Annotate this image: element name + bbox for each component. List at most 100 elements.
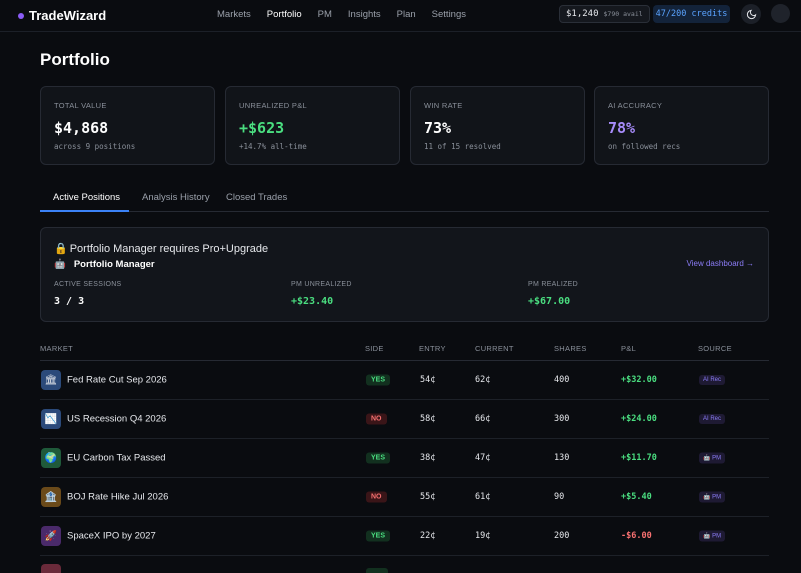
stat-card-unrealized-pnl: UNREALIZED P&L +$623 +14.7% all-time xyxy=(225,86,400,165)
nav-link-settings[interactable]: Settings xyxy=(431,9,466,20)
pm-stat-label: PM REALIZED xyxy=(528,281,578,288)
current-price: 47¢ xyxy=(475,453,491,463)
pm-stat-value: +$23.40 xyxy=(291,296,334,307)
stat-value: 73% xyxy=(424,119,452,137)
stat-value: +$623 xyxy=(239,119,285,137)
side-badge xyxy=(366,568,388,573)
moon-icon xyxy=(746,9,756,19)
table-row[interactable]: 🏛 Fed Rate Cut Sep 2026 YES 54¢ 62¢ 400 … xyxy=(40,361,769,400)
pm-stat-label: ACTIVE SESSIONS xyxy=(54,281,122,288)
stat-card-total-value: TOTAL VALUE $4,868 across 9 positions xyxy=(40,86,215,165)
theme-toggle-button[interactable] xyxy=(741,4,761,24)
col-pnl[interactable]: P&L xyxy=(621,344,637,353)
logo[interactable]: TradeWizard xyxy=(18,8,106,23)
col-side[interactable]: SIDE xyxy=(365,344,384,353)
table-row[interactable]: 🚀 SpaceX IPO by 2027 YES 22¢ 19¢ 200 -$6… xyxy=(40,517,769,556)
avatar[interactable] xyxy=(771,4,790,23)
current-price: 61¢ xyxy=(475,492,491,502)
market-name[interactable]: SpaceX IPO by 2027 xyxy=(67,530,156,542)
side-badge: NO xyxy=(366,491,387,503)
balance-available: $790 avail xyxy=(603,10,643,18)
stat-sub: on followed recs xyxy=(608,142,681,151)
balance-badge[interactable]: $1,240 $790 avail xyxy=(559,5,650,23)
pm-stat-label: PM UNREALIZED xyxy=(291,281,352,288)
pm-stat-value: 3 / 3 xyxy=(54,296,85,307)
source-badge: 🤖 PM xyxy=(699,530,726,542)
portfolio-manager-panel: 🔒 Portfolio Manager requires Pro+Upgrade… xyxy=(40,227,769,322)
tab-bar: Active Positions Analysis History Closed… xyxy=(40,188,769,212)
nav-link-pm[interactable]: PM xyxy=(317,9,332,20)
col-entry[interactable]: ENTRY xyxy=(419,344,446,353)
credits-badge[interactable]: 47/200 credits xyxy=(653,5,730,23)
stat-value: $4,868 xyxy=(54,119,109,137)
balance-value: $1,240 xyxy=(566,9,599,19)
nav-link-portfolio[interactable]: Portfolio xyxy=(266,9,302,20)
col-current[interactable]: CURRENT xyxy=(475,344,514,353)
side-badge: YES xyxy=(366,530,391,542)
pnl-value: +$5.40 xyxy=(621,492,652,502)
bank-building-icon: 🏦 xyxy=(41,487,61,507)
bank-icon: 🏛 xyxy=(41,370,61,390)
stat-sub: 11 of 15 resolved xyxy=(424,142,501,151)
table-row[interactable]: 🏦 BOJ Rate Hike Jul 2026 NO 55¢ 61¢ 90 +… xyxy=(40,478,769,517)
nav-link-insights[interactable]: Insights xyxy=(347,9,381,20)
stat-label: TOTAL VALUE xyxy=(54,101,107,110)
entry-price: 54¢ xyxy=(420,375,436,385)
col-market[interactable]: MARKET xyxy=(40,344,74,353)
stat-card-win-rate: WIN RATE 73% 11 of 15 resolved xyxy=(410,86,585,165)
stat-label: UNREALIZED P&L xyxy=(239,101,307,110)
source-badge: AI Rec xyxy=(699,375,726,385)
col-source[interactable]: SOURCE xyxy=(698,344,732,353)
shares: 300 xyxy=(554,414,570,424)
stat-sub: across 9 positions xyxy=(54,142,136,151)
source-badge: 🤖 PM xyxy=(699,491,726,503)
tab-active-positions[interactable]: Active Positions xyxy=(53,192,121,203)
stat-label: AI ACCURACY xyxy=(608,101,663,110)
pm-title: 🤖 Portfolio Manager xyxy=(54,259,155,270)
market-icon xyxy=(41,564,61,573)
source-badge: AI Rec xyxy=(699,414,726,424)
active-tab-indicator xyxy=(40,210,129,212)
shares: 90 xyxy=(554,492,565,502)
pm-title-text: Portfolio Manager xyxy=(73,259,155,270)
entry-price: 38¢ xyxy=(420,453,436,463)
current-price: 62¢ xyxy=(475,375,491,385)
side-badge: NO xyxy=(366,413,387,425)
nav-link-plan[interactable]: Plan xyxy=(396,9,416,20)
top-nav: TradeWizard Markets Portfolio PM Insight… xyxy=(0,0,801,32)
shares: 130 xyxy=(554,453,570,463)
market-name[interactable]: EU Carbon Tax Passed xyxy=(67,452,166,464)
stat-sub: +14.7% all-time xyxy=(239,142,307,151)
side-badge: YES xyxy=(366,374,391,386)
rocket-icon: 🚀 xyxy=(41,526,61,546)
stat-label: WIN RATE xyxy=(424,101,463,110)
market-name[interactable]: Fed Rate Cut Sep 2026 xyxy=(67,374,167,386)
table-row[interactable] xyxy=(40,556,769,573)
pm-upgrade-text: Portfolio Manager requires Pro+Upgrade xyxy=(69,242,269,255)
nav-links: Markets Portfolio PM Insights Plan Setti… xyxy=(217,9,482,20)
market-name[interactable]: BOJ Rate Hike Jul 2026 xyxy=(67,491,169,503)
entry-price: 58¢ xyxy=(420,414,436,424)
logo-dot-icon xyxy=(18,12,24,19)
nav-link-markets[interactable]: Markets xyxy=(217,9,251,20)
tab-closed-trades[interactable]: Closed Trades xyxy=(226,192,288,203)
source-badge: 🤖 PM xyxy=(699,452,726,464)
tab-analysis-history[interactable]: Analysis History xyxy=(142,192,210,203)
lock-icon: 🔒 xyxy=(54,243,68,255)
pnl-value: +$11.70 xyxy=(621,453,657,463)
table-row[interactable]: 📉 US Recession Q4 2026 NO 58¢ 66¢ 300 +$… xyxy=(40,400,769,439)
pm-upgrade-notice[interactable]: 🔒 Portfolio Manager requires Pro+Upgrade xyxy=(54,242,269,256)
globe-icon: 🌍 xyxy=(41,448,61,468)
table-row[interactable]: 🌍 EU Carbon Tax Passed YES 38¢ 47¢ 130 +… xyxy=(40,439,769,478)
pnl-value: +$24.00 xyxy=(621,414,657,424)
stat-value: 78% xyxy=(608,119,636,137)
app-name: TradeWizard xyxy=(29,8,107,23)
view-dashboard-link[interactable]: View dashboard → xyxy=(686,259,754,268)
page-title: Portfolio xyxy=(40,50,110,69)
stat-card-ai-accuracy: AI ACCURACY 78% on followed recs xyxy=(594,86,769,165)
market-name[interactable]: US Recession Q4 2026 xyxy=(67,413,167,425)
robot-icon: 🤖 xyxy=(54,259,66,270)
shares: 200 xyxy=(554,531,570,541)
col-shares[interactable]: SHARES xyxy=(554,344,587,353)
side-badge: YES xyxy=(366,452,391,464)
